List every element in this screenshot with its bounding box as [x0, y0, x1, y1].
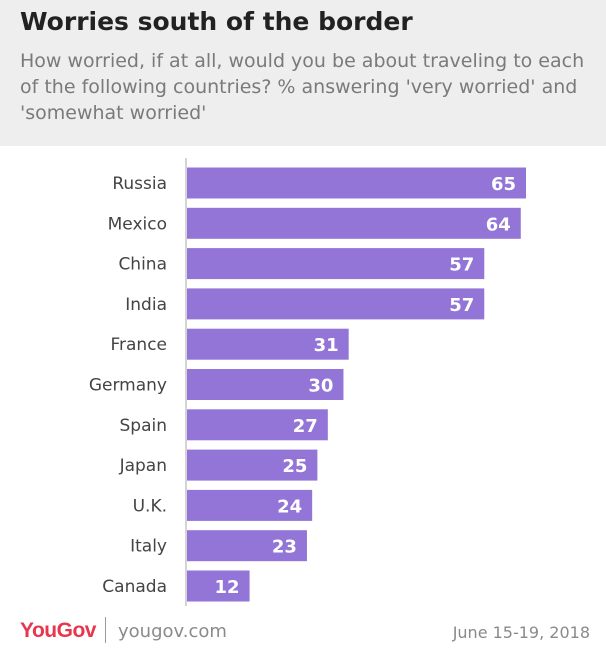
value-label: 65 [491, 174, 516, 195]
bar [187, 409, 328, 441]
category-label: Japan [119, 456, 167, 476]
survey-date: June 15-19, 2018 [452, 623, 590, 642]
footer-divider [105, 617, 106, 643]
value-label: 25 [282, 456, 307, 477]
value-label: 31 [314, 335, 339, 356]
bar [187, 530, 307, 562]
yougov-logo: YouGov [20, 619, 96, 642]
value-label: 24 [277, 496, 302, 517]
category-label: China [118, 255, 167, 275]
category-label: Spain [120, 416, 168, 436]
bar [187, 328, 349, 360]
category-label: Canada [102, 577, 167, 597]
value-label: 12 [215, 577, 240, 598]
value-label: 30 [308, 376, 333, 397]
site-link[interactable]: yougov.com [118, 621, 227, 642]
category-label: India [125, 295, 167, 315]
bar [187, 449, 318, 481]
bar [187, 207, 521, 239]
bar [187, 369, 344, 400]
value-label: 27 [293, 416, 318, 437]
header: Worries south of the border How worried,… [0, 0, 606, 146]
value-label: 23 [272, 537, 297, 558]
category-label: Russia [112, 174, 167, 194]
value-label: 57 [449, 255, 474, 276]
bar [187, 570, 250, 602]
category-label: Germany [89, 376, 167, 396]
bar [187, 248, 485, 280]
bar-chart-svg: Russia 65 Mexico 64 China 57 India 57 France 31 Ge… [89, 158, 526, 606]
category-label: U.K. [133, 496, 167, 516]
bar-chart: Russia 65 Mexico 64 China 57 India 57 France 31 Ge… [0, 146, 606, 606]
category-label: Italy [130, 537, 167, 557]
chart-subtitle: How worried, if at all, would you be abo… [20, 50, 585, 124]
footer: YouGov yougov.com June 15-19, 2018 [0, 615, 606, 652]
category-label: Mexico [108, 214, 167, 234]
bar [187, 489, 313, 521]
chart-title: Worries south of the border [20, 7, 413, 36]
value-label: 64 [486, 214, 511, 235]
value-label: 57 [449, 295, 474, 316]
category-label: France [110, 335, 167, 355]
bar [187, 167, 526, 199]
bar [187, 288, 485, 320]
